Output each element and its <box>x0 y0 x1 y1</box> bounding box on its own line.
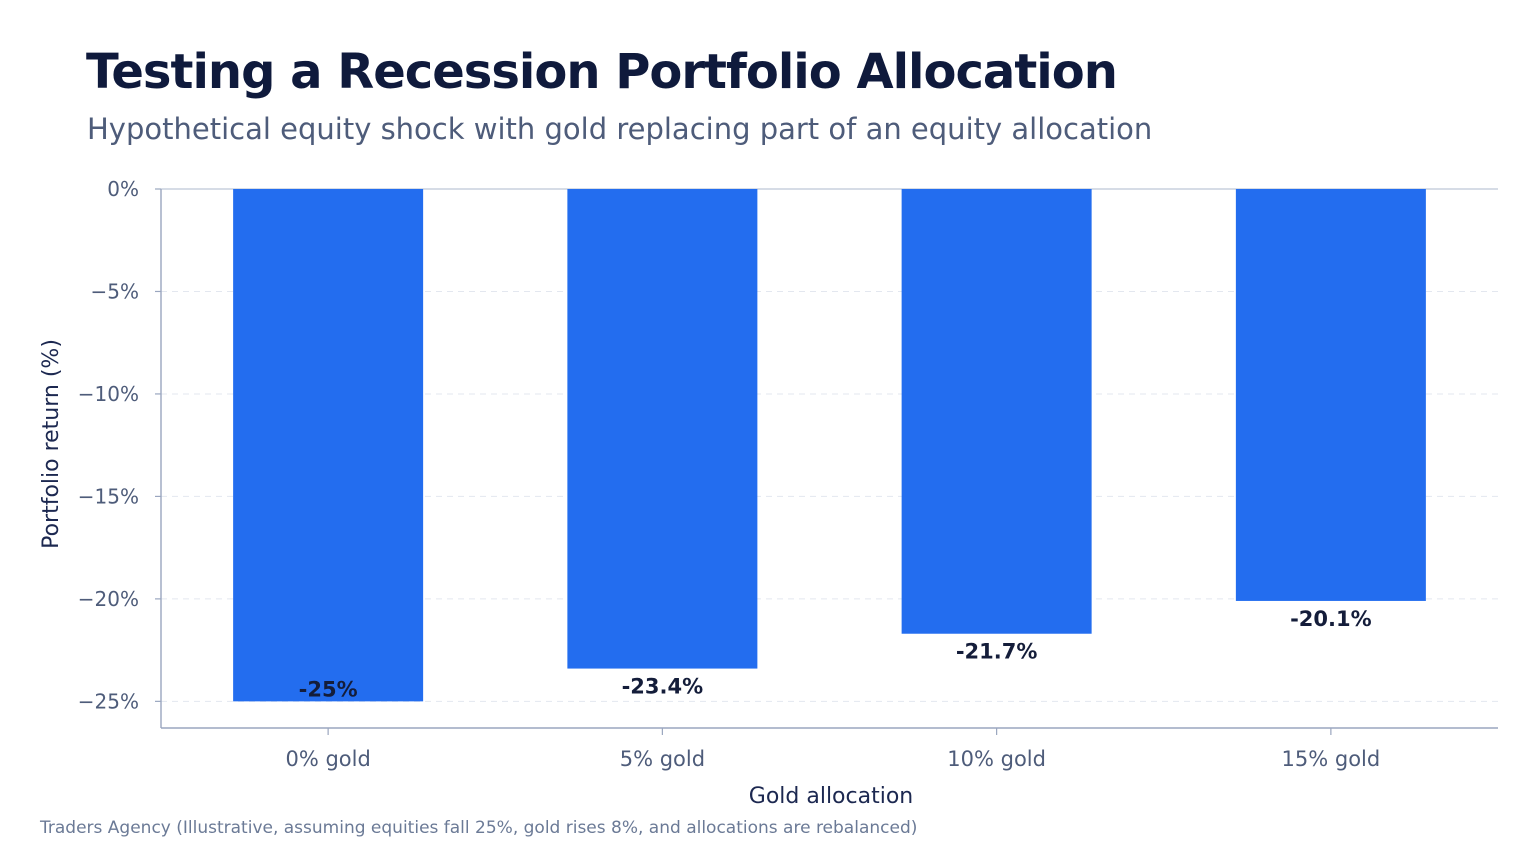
y-tick-labels: 0% −5% −10% −15% −20% −25% <box>78 177 139 713</box>
bar-15-gold <box>1235 189 1426 601</box>
chart-title: Testing a Recession Portfolio Allocation <box>86 44 1118 100</box>
x-tick-label: 0% gold <box>285 747 370 771</box>
y-tick-label: −15% <box>78 484 139 508</box>
bars <box>233 189 1426 702</box>
y-tick-label: 0% <box>107 177 139 201</box>
data-label: -20.1% <box>1290 607 1372 631</box>
y-tick-label: −25% <box>78 689 139 713</box>
chart-subtitle: Hypothetical equity shock with gold repl… <box>87 112 1153 146</box>
bar-5-gold <box>567 189 758 669</box>
x-tick-label: 10% gold <box>947 747 1046 771</box>
bar-chart: 0% −5% −10% −15% −20% −25% 0% gold 5% gold 10% … <box>39 177 1498 809</box>
data-labels: -25% -23.4% -21.7% -20.1% <box>299 607 1372 701</box>
data-label: -21.7% <box>956 640 1038 664</box>
y-tick-label: −20% <box>78 587 139 611</box>
data-label: -23.4% <box>622 675 704 699</box>
bar-10-gold <box>901 189 1092 634</box>
y-tick-label: −10% <box>78 382 139 406</box>
source-note: Traders Agency (Illustrative, assuming e… <box>40 818 918 838</box>
bar-0-gold <box>233 189 424 702</box>
y-tick-label: −5% <box>91 279 140 303</box>
y-axis-title: Portfolio return (%) <box>39 339 64 549</box>
data-label: -25% <box>299 677 358 701</box>
x-axis-title: Gold allocation <box>749 784 913 809</box>
x-tick-label: 15% gold <box>1282 747 1381 771</box>
x-tick-labels: 0% gold 5% gold 10% gold 15% gold <box>285 747 1380 771</box>
x-tick-label: 5% gold <box>620 747 705 771</box>
axes <box>155 188 1498 735</box>
